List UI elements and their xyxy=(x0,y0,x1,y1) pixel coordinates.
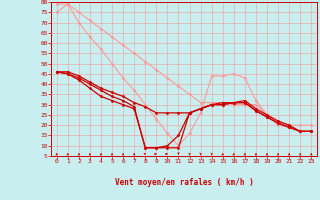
X-axis label: Vent moyen/en rafales ( km/h ): Vent moyen/en rafales ( km/h ) xyxy=(115,178,253,187)
